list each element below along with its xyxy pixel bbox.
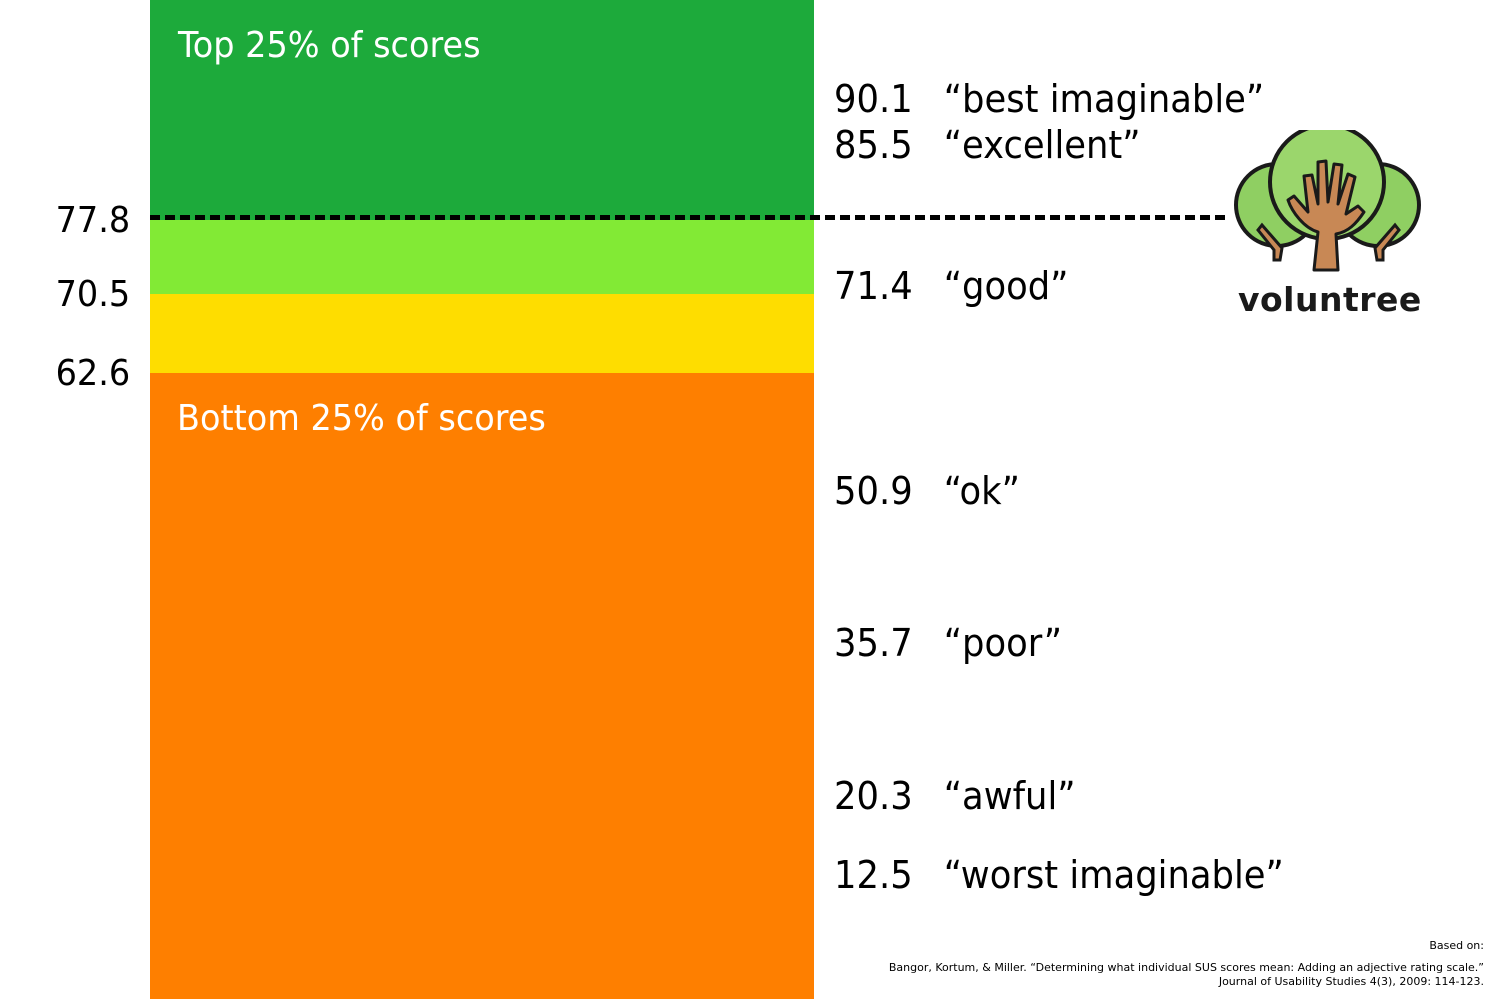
adjective-row: 35.7 “poor”	[834, 624, 1062, 662]
adjective-row: 12.5 “worst imaginable”	[834, 856, 1284, 894]
adjective-word: “best imaginable”	[943, 77, 1265, 121]
bottom-quartile-band: Bottom 25% of scores	[150, 373, 814, 999]
adjective-score: 90.1	[834, 77, 913, 121]
adjective-row: 90.1 “best imaginable”	[834, 80, 1264, 118]
adjective-score: 12.5	[834, 853, 913, 897]
reference-citation: Bangor, Kortum, & Miller. “Determining w…	[889, 961, 1484, 989]
adjective-word: “good”	[943, 264, 1069, 308]
adjective-word: “worst imaginable”	[943, 853, 1284, 897]
adjective-word: “ok”	[943, 469, 1020, 513]
logo-wordmark: voluntree	[1238, 280, 1422, 319]
adjective-score: 50.9	[834, 469, 913, 513]
adjective-score: 71.4	[834, 264, 913, 308]
axis-tick-62-6: 62.6	[55, 353, 130, 394]
reference-line-2: Journal of Usability Studies 4(3), 2009:…	[1218, 975, 1484, 988]
adjective-word: “excellent”	[943, 123, 1141, 167]
adjective-row: 50.9 “ok”	[834, 472, 1020, 510]
adjective-score: 85.5	[834, 123, 913, 167]
adjective-row: 20.3 “awful”	[834, 777, 1076, 815]
adjective-score: 35.7	[834, 621, 913, 665]
top-quartile-band: Top 25% of scores	[150, 0, 814, 220]
top-quartile-label: Top 25% of scores	[178, 25, 481, 66]
adjective-word: “poor”	[943, 621, 1063, 665]
adjective-row: 85.5 “excellent”	[834, 126, 1141, 164]
voluntree-logo: voluntree	[1230, 130, 1430, 320]
adjective-word: “awful”	[943, 774, 1076, 818]
reference-line-1: Bangor, Kortum, & Miller. “Determining w…	[888, 961, 1484, 974]
axis-tick-77-8: 77.8	[55, 200, 130, 241]
good-band	[150, 220, 814, 294]
threshold-dashed-line	[150, 215, 1225, 220]
bottom-quartile-label: Bottom 25% of scores	[177, 398, 546, 439]
adjective-score: 20.3	[834, 774, 913, 818]
adjective-row: 71.4 “good”	[834, 267, 1068, 305]
axis-tick-70-5: 70.5	[55, 274, 130, 315]
ok-band	[150, 294, 814, 373]
reference-heading: Based on:	[1429, 939, 1484, 952]
tree-hand-icon	[1234, 130, 1421, 272]
